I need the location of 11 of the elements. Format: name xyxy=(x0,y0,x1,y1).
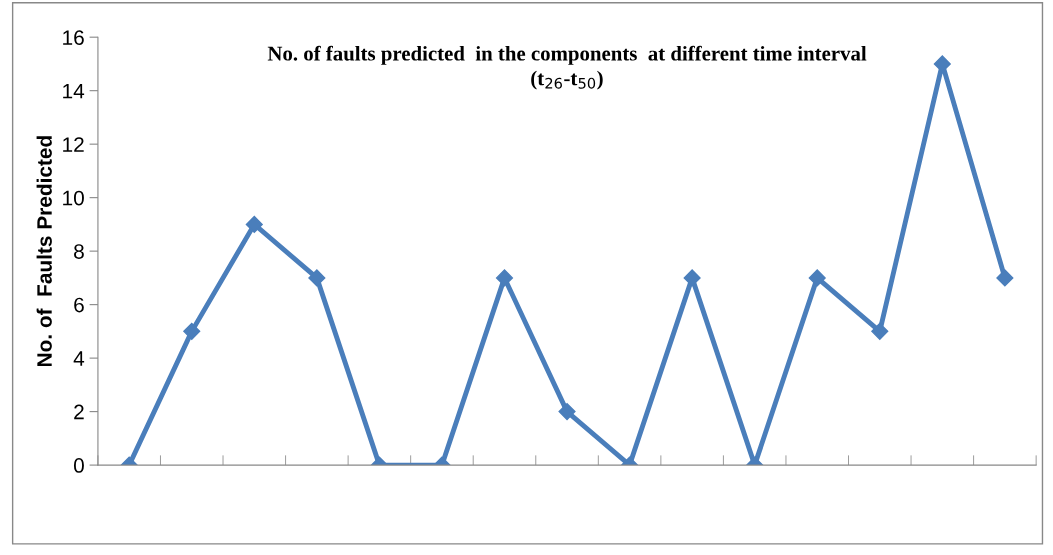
y-tick-label: 10 xyxy=(63,190,84,206)
y-axis-title: No. of Faults Predicted xyxy=(36,136,52,367)
y-tick-label: 16 xyxy=(63,30,84,45)
y-tick-label: 0 xyxy=(73,458,84,473)
y-tick-label: 12 xyxy=(63,137,84,152)
y-tick-label: 8 xyxy=(74,244,84,259)
y-tick-label: 14 xyxy=(63,83,85,99)
y-tick-label: 6 xyxy=(74,297,84,313)
y-tick-label: 2 xyxy=(74,404,84,420)
text: No. of faults predicted in the components at different time interval (t$_{26}$-t$_{50}$) xyxy=(267,45,867,90)
y-tick-label: 4 xyxy=(73,351,85,366)
